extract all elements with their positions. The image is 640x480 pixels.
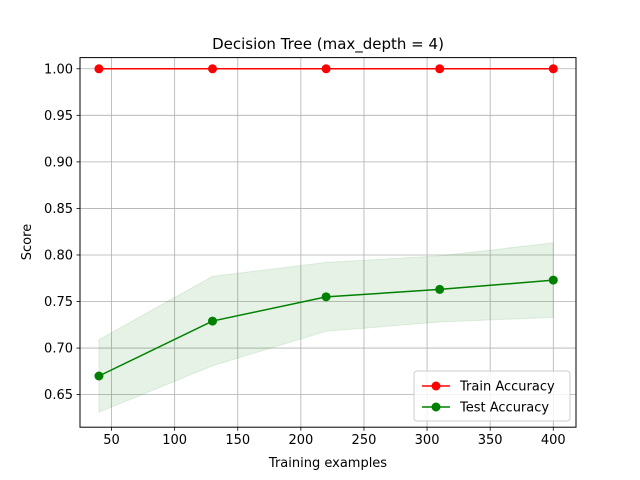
series-0-point <box>208 64 218 74</box>
x-tick-label: 250 <box>352 433 377 448</box>
x-tick-label: 300 <box>415 433 440 448</box>
legend-marker-0 <box>431 381 441 391</box>
chart-title: Decision Tree (max_depth = 4) <box>212 35 444 54</box>
y-tick-label: 0.70 <box>44 342 73 357</box>
legend-box <box>413 370 571 422</box>
x-tick-label: 100 <box>162 433 187 448</box>
x-axis-title: Training examples <box>268 456 387 471</box>
series-1-point <box>435 284 445 294</box>
y-tick-label: 1.00 <box>44 62 73 77</box>
y-tick-label: 0.75 <box>44 295 73 310</box>
legend-marker-1 <box>431 402 441 412</box>
x-tick-label: 400 <box>541 433 566 448</box>
grid <box>80 57 576 428</box>
series-0-point <box>548 64 558 74</box>
y-tick-label: 0.90 <box>44 155 73 170</box>
x-tick-label: 200 <box>288 433 313 448</box>
x-tick-label: 350 <box>478 433 503 448</box>
y-axis-title: Score <box>20 224 35 260</box>
y-tick-label: 0.65 <box>44 388 73 403</box>
series-lines <box>94 64 558 381</box>
plot-area-frame <box>79 57 577 428</box>
series-1-point <box>548 275 558 285</box>
axis-ticks: 50 100 150 200 250 300 350 400 0.65 0.70 0.75 0.80 0… <box>44 62 566 448</box>
legend: Train Accuracy Test Accuracy <box>413 370 571 422</box>
y-tick-label: 0.85 <box>44 202 73 217</box>
series-0-point <box>435 64 445 74</box>
series-1-point <box>321 292 331 302</box>
y-tick-label: 0.95 <box>44 109 73 124</box>
y-tick-label: 0.80 <box>44 248 73 263</box>
series-0-point <box>321 64 331 74</box>
series-0-point <box>94 64 104 74</box>
legend-label-1: Test Accuracy <box>459 401 549 416</box>
x-tick-label: 150 <box>225 433 250 448</box>
series-1-point <box>208 316 218 326</box>
legend-label-0: Train Accuracy <box>459 380 555 395</box>
x-tick-label: 50 <box>103 433 120 448</box>
series-1-point <box>94 371 104 381</box>
